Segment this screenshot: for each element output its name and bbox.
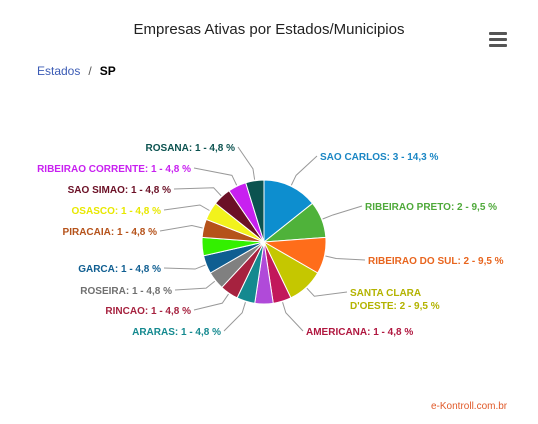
slice-data-label: GARCA: 1 - 4,8 % bbox=[78, 264, 161, 275]
slice-data-label: RIBEIRAO CORRENTE: 1 - 4,8 % bbox=[37, 164, 191, 175]
slice-data-label: OSASCO: 1 - 4,8 % bbox=[72, 206, 162, 217]
label-connector bbox=[193, 293, 229, 311]
pie-slice[interactable] bbox=[263, 179, 314, 244]
label-connector bbox=[223, 302, 246, 332]
label-connector bbox=[322, 205, 363, 220]
slice-data-label: PIRACAIA: 1 - 4,8 % bbox=[63, 227, 158, 238]
chart-title: Empresas Ativas por Estados/Municipios bbox=[133, 21, 405, 38]
menu-bar bbox=[489, 38, 507, 41]
label-connector bbox=[282, 302, 304, 332]
slice-data-label: ROSEIRA: 1 - 4,8 % bbox=[80, 286, 172, 297]
menu-bar bbox=[489, 44, 507, 47]
label-connector bbox=[174, 280, 216, 291]
breadcrumb-current: SP bbox=[99, 64, 116, 78]
slice-data-label: AMERICANA: 1 - 4,8 % bbox=[306, 327, 413, 338]
pie-slice[interactable] bbox=[245, 179, 265, 243]
menu-bar bbox=[489, 32, 507, 35]
slice-data-label: SANTA CLARA D'OESTE: 2 - 9,5 % bbox=[350, 288, 440, 312]
label-connector bbox=[159, 225, 203, 232]
label-connector bbox=[193, 167, 238, 186]
label-connector bbox=[290, 155, 318, 186]
label-connector bbox=[237, 146, 256, 180]
slice-data-label: ARARAS: 1 - 4,8 % bbox=[132, 327, 221, 338]
credits-link[interactable]: e-Kontroll.com.br bbox=[431, 401, 508, 412]
slice-data-label: RIBEIRAO PRETO: 2 - 9,5 % bbox=[365, 202, 497, 213]
label-connector bbox=[163, 204, 210, 211]
slice-data-label: SAO SIMAO: 1 - 4,8 % bbox=[68, 185, 171, 196]
slice-data-label: SAO CARLOS: 3 - 14,3 % bbox=[320, 152, 438, 163]
slice-data-label: ROSANA: 1 - 4,8 % bbox=[146, 143, 236, 154]
label-connector bbox=[163, 264, 206, 270]
breadcrumb-separator: / bbox=[88, 64, 92, 78]
label-connector bbox=[306, 287, 348, 297]
label-connector bbox=[325, 255, 366, 261]
label-connector bbox=[173, 187, 222, 197]
breadcrumb: Estados / SP bbox=[37, 64, 116, 78]
breadcrumb-link-estados[interactable]: Estados bbox=[37, 64, 81, 78]
slice-data-label: RIBEIRAO DO SUL: 2 - 9,5 % bbox=[368, 256, 504, 267]
slice-data-label: RINCAO: 1 - 4,8 % bbox=[105, 306, 191, 317]
hamburger-menu-icon[interactable] bbox=[489, 32, 509, 48]
